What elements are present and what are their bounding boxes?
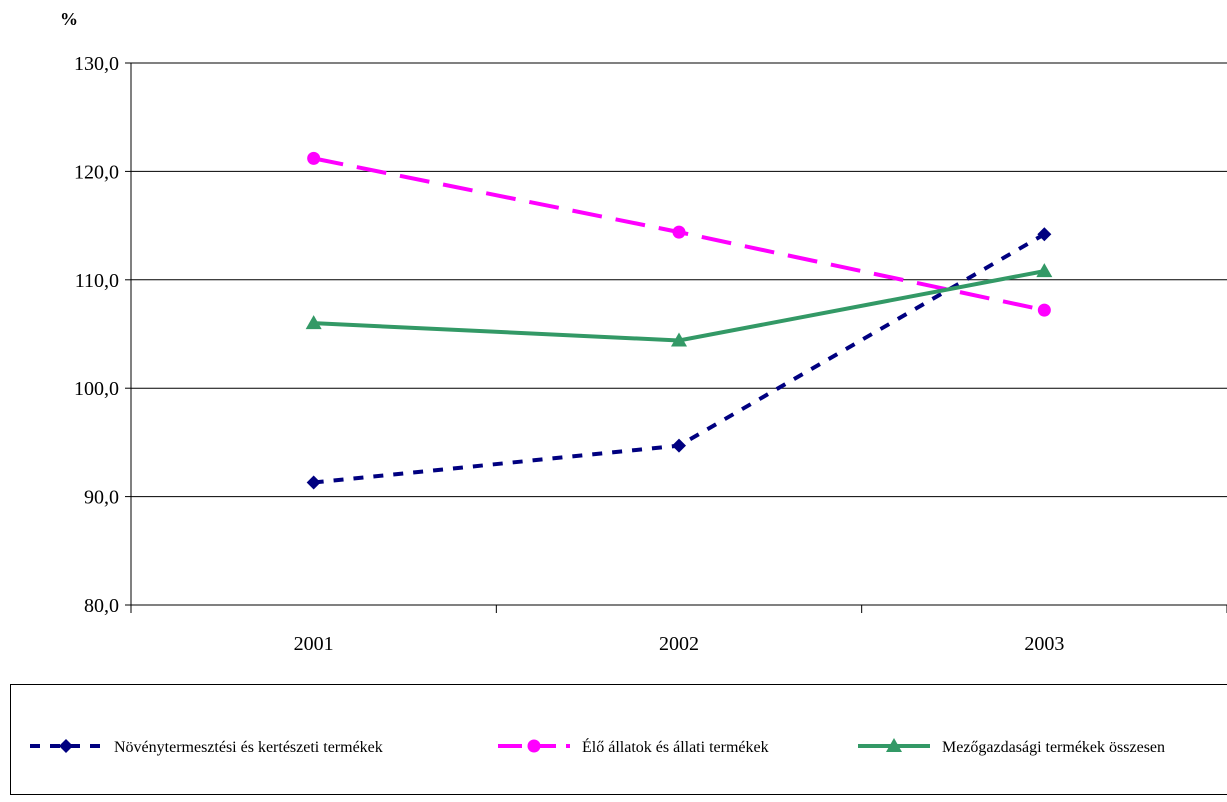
data-point: [672, 438, 686, 453]
data-point: [1036, 263, 1053, 278]
series-2: [307, 151, 1051, 317]
y-tick-label: 120,0: [74, 161, 119, 183]
legend: Növénytermesztési és kertészeti termékek…: [10, 684, 1227, 795]
data-point: [305, 315, 322, 330]
gridlines: [131, 62, 1227, 498]
data-point: [1037, 227, 1052, 242]
legend-box: [10, 684, 1227, 795]
y-unit-label: %: [60, 9, 78, 29]
data-point: [1037, 303, 1051, 317]
legend-marker: [59, 739, 73, 753]
x-tick-label: 2002: [659, 633, 699, 655]
legend-marker: [886, 738, 902, 752]
y-tick-label: 100,0: [74, 378, 119, 400]
tick-labels: 130,0 120,0 110,0 100,0 90,0 80,0 2001 2002 2003: [74, 53, 1064, 655]
x-tick-label: 2003: [1024, 633, 1064, 655]
series-1: [306, 227, 1052, 490]
y-tick-label: 80,0: [84, 595, 119, 617]
x-tick-label: 2001: [294, 633, 334, 655]
y-tick-label: 130,0: [74, 53, 119, 75]
legend-label: Élő állatok és állati termékek: [582, 737, 769, 756]
series-3: [305, 263, 1053, 347]
legend-label: Növénytermesztési és kertészeti termékek: [114, 739, 383, 756]
axes: [125, 62, 1227, 613]
data-point: [672, 225, 686, 239]
data-point: [671, 332, 687, 347]
data-point: [306, 475, 321, 490]
data-point: [307, 151, 321, 165]
legend-label: Mezőgazdasági termékek összesen: [942, 739, 1165, 756]
data-series: [305, 151, 1053, 490]
legend-marker: [527, 739, 541, 753]
legend-entry: Növénytermesztési és kertészeti termékek: [30, 739, 383, 756]
y-tick-label: 110,0: [75, 270, 119, 292]
legend-entry: Élő állatok és állati termékek: [498, 737, 769, 756]
y-tick-label: 90,0: [84, 487, 119, 509]
legend-entry: Mezőgazdasági termékek összesen: [858, 738, 1165, 756]
series-line: [313, 269, 1045, 343]
